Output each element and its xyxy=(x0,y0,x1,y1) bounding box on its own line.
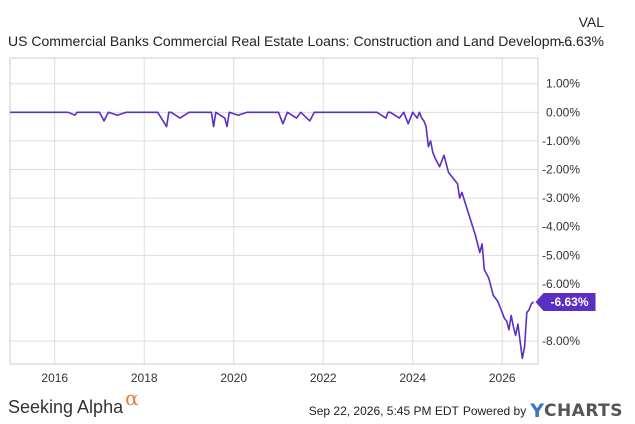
y-tick-label: -4.00% xyxy=(542,220,580,234)
line-chart: 1.00% 0.00% -1.00% -2.00% -3.00% -4.00% -5.00%… xyxy=(9,57,596,385)
horizontal-gridlines xyxy=(10,83,538,342)
plot-area xyxy=(9,57,539,365)
x-tick-label: 2020 xyxy=(220,371,247,385)
x-tick-label: 2018 xyxy=(131,371,158,385)
ycharts-logo-y[interactable]: Y xyxy=(530,400,544,422)
y-axis-ticks: 1.00% 0.00% -1.00% -2.00% -3.00% -4.00% -5.00%… xyxy=(542,77,580,348)
y-tick-label: -5.00% xyxy=(542,248,580,262)
x-tick-label: 2016 xyxy=(41,371,68,385)
x-tick-label: 2022 xyxy=(310,371,337,385)
y-tick-label: -2.00% xyxy=(542,163,580,177)
y-tick-label: -8.00% xyxy=(542,334,580,348)
powered-by-text: Powered by xyxy=(462,404,527,418)
x-tick-label: 2026 xyxy=(489,371,516,385)
ycharts-logo-text[interactable]: CHARTS xyxy=(543,401,623,421)
chart-title: US Commercial Banks Commercial Real Esta… xyxy=(8,33,573,49)
timestamp: Sep 22, 2026, 5:45 PM EDT xyxy=(308,404,459,418)
y-tick-label: -1.00% xyxy=(542,134,580,148)
y-tick-label: -6.00% xyxy=(542,277,580,291)
x-axis-ticks: 2016 2018 2020 2022 2024 2026 xyxy=(41,371,515,385)
footer-attribution: Sep 22, 2026, 5:45 PM EDT Powered by Y CH… xyxy=(309,400,623,422)
y-tick-label: 0.00% xyxy=(546,105,580,119)
seeking-alpha-logo[interactable]: Seeking Alpha α xyxy=(8,386,139,418)
vertical-gridlines xyxy=(54,58,503,364)
last-value-flag xyxy=(535,292,596,311)
alpha-symbol: α xyxy=(125,386,139,410)
brand-name: Seeking Alpha xyxy=(8,397,124,417)
y-tick-label: 1.00% xyxy=(546,77,580,91)
value-column-header: VAL xyxy=(578,14,604,30)
y-tick-label: -3.00% xyxy=(542,191,580,205)
last-value-label: -6.63% xyxy=(535,292,596,311)
last-value-text: -6.63% xyxy=(551,295,589,309)
current-value: -6.63% xyxy=(559,33,604,49)
x-tick-label: 2024 xyxy=(399,371,426,385)
series-line xyxy=(10,111,535,360)
